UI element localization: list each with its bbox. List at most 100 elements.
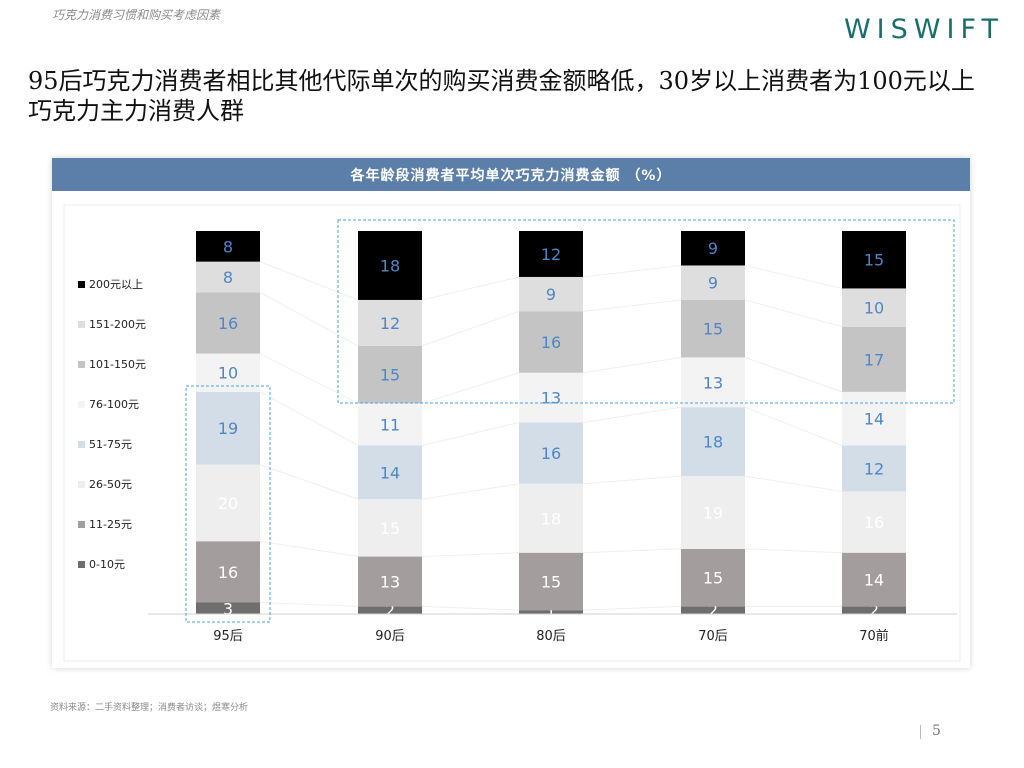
bar-value-label: 9 <box>546 285 556 304</box>
plot-area-border <box>63 204 961 662</box>
bar-value-label: 2 <box>708 601 718 620</box>
bar-value-label: 16 <box>218 563 238 582</box>
bar-value-label: 9 <box>708 274 718 293</box>
legend-swatch <box>78 441 85 448</box>
legend-label: 76-100元 <box>89 398 139 411</box>
bar-segment <box>358 556 422 607</box>
bar-segment <box>196 261 260 293</box>
bar-segment <box>196 602 260 614</box>
page-headline: 95后巧克力消费者相比其他代际单次的购买消费金额略低，30岁以上消费者为100元… <box>28 67 975 125</box>
bar-value-label: 19 <box>218 419 238 438</box>
bar-value-label: 2 <box>869 601 879 620</box>
series-connector-line <box>744 299 843 328</box>
bar-segment <box>681 231 745 266</box>
legend-swatch <box>78 561 85 568</box>
source-note: 资料来源：二手资料整理；消费者访谈；煜寒分析 <box>50 703 249 713</box>
bar-value-label: 3 <box>223 599 233 618</box>
series-connector-line <box>582 605 682 611</box>
legend-label: 26-50元 <box>89 478 132 491</box>
bar-segment <box>681 548 745 607</box>
bar-value-label: 11 <box>380 415 400 434</box>
bar-value-label: 10 <box>864 299 884 318</box>
bar-segment <box>519 311 583 373</box>
series-connector-line <box>582 299 682 312</box>
legend-swatch <box>78 361 85 368</box>
bar-segment <box>196 292 260 354</box>
x-tick-label: 90后 <box>375 629 405 644</box>
bar-segment <box>358 299 422 346</box>
legend-label: 11-25元 <box>89 518 132 531</box>
series-connector-line <box>259 540 359 558</box>
legend-swatch <box>78 481 85 488</box>
series-connector-line <box>421 552 520 558</box>
bar-value-label: 8 <box>223 268 233 287</box>
legend-swatch <box>78 321 85 328</box>
legend-label: 200元以上 <box>89 278 143 291</box>
bar-value-label: 14 <box>864 410 884 429</box>
chart-panel: 3 2 1 2 2 16 13 15 15 14 20 15 18 19 16 19 14 16 18 12 10 11 1… <box>52 158 970 668</box>
page-number: 5 <box>932 723 941 739</box>
highlight-box-high-spend <box>337 219 955 404</box>
bar-value-label: 16 <box>541 333 561 352</box>
series-connector-line <box>259 261 359 301</box>
series-connector-line <box>259 464 359 500</box>
bar-segment <box>358 231 422 300</box>
bar-value-label: 12 <box>541 245 561 264</box>
bar-value-label: 16 <box>218 314 238 333</box>
bar-value-label: 15 <box>864 251 884 270</box>
series-connector-line <box>582 475 682 485</box>
bar-segment <box>681 407 745 477</box>
bar-segment <box>681 357 745 408</box>
bar-value-label: 18 <box>380 256 400 275</box>
legend-label: 101-150元 <box>89 358 146 371</box>
series-connector-line <box>259 602 359 607</box>
bar-segment <box>519 483 583 553</box>
series-connector-line <box>259 291 359 347</box>
bar-segment <box>358 345 422 404</box>
bar-segment <box>196 391 260 465</box>
series-connector-line <box>421 276 520 301</box>
header-note: 巧克力消费习惯和购买考虑因素 <box>52 8 221 22</box>
bar-segment <box>842 445 906 492</box>
series-connector-line <box>259 391 359 446</box>
legend-swatch <box>78 401 85 408</box>
series-connector-line <box>421 310 520 347</box>
bar-segment <box>519 552 583 611</box>
legend-swatch <box>78 281 85 288</box>
bar-segment <box>519 372 583 423</box>
bar-value-label: 15 <box>541 572 561 591</box>
bar-segment <box>358 606 422 614</box>
series-connector-line <box>259 353 359 404</box>
bar-value-label: 13 <box>703 373 723 392</box>
bar-segment <box>358 499 422 557</box>
series-connector-line <box>421 483 520 500</box>
x-tick-label: 95后 <box>213 629 243 644</box>
bar-segment <box>358 403 422 446</box>
bar-value-label: 12 <box>380 314 400 333</box>
bar-segment <box>519 231 583 277</box>
legend-label: 0-10元 <box>89 558 125 571</box>
bar-segment <box>681 299 745 358</box>
legend-label: 51-75元 <box>89 438 132 451</box>
series-connector-line <box>744 356 843 393</box>
bar-value-label: 15 <box>703 320 723 339</box>
legend-label: 151-200元 <box>89 318 146 331</box>
bar-value-label: 15 <box>380 519 400 538</box>
bar-value-label: 19 <box>703 504 723 523</box>
x-tick-label: 70前 <box>859 628 889 644</box>
x-tick-label: 80后 <box>536 629 566 644</box>
bar-value-label: 16 <box>864 513 884 532</box>
bar-segment <box>842 552 906 607</box>
series-connector-line <box>744 406 843 446</box>
series-connector-line <box>582 548 682 554</box>
bar-value-label: 20 <box>218 494 238 513</box>
legend-swatch <box>78 521 85 528</box>
bar-value-label: 2 <box>385 601 395 620</box>
bar-segment <box>358 445 422 500</box>
bar-value-label: 18 <box>703 433 723 452</box>
series-connector-line <box>744 475 843 492</box>
bar-value-label: 18 <box>541 509 561 528</box>
x-tick-label: 70后 <box>698 629 728 644</box>
bar-value-label: 16 <box>541 444 561 463</box>
series-connector-line <box>744 264 843 289</box>
